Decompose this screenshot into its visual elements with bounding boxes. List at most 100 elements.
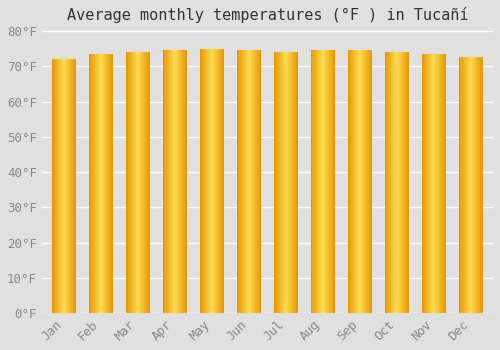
Bar — [68, 59, 69, 313]
Bar — [90, 54, 92, 313]
Bar — [140, 52, 141, 313]
Bar — [61, 59, 62, 313]
Bar — [316, 50, 318, 313]
Bar — [249, 50, 250, 313]
Bar — [163, 50, 164, 313]
Bar — [216, 49, 217, 313]
Bar — [67, 59, 68, 313]
Bar — [422, 54, 424, 313]
Bar — [426, 54, 428, 313]
Bar — [60, 59, 61, 313]
Bar — [258, 50, 260, 313]
Bar — [351, 50, 352, 313]
Bar — [104, 54, 105, 313]
Bar — [253, 50, 254, 313]
Bar — [438, 54, 440, 313]
Bar — [168, 50, 170, 313]
Bar — [441, 54, 442, 313]
Bar — [290, 52, 292, 313]
Bar — [71, 59, 72, 313]
Bar — [478, 57, 479, 313]
Bar — [58, 59, 59, 313]
Bar — [398, 52, 400, 313]
Bar — [289, 52, 290, 313]
Bar — [56, 59, 57, 313]
Bar — [101, 54, 102, 313]
Bar — [112, 54, 113, 313]
Bar — [460, 57, 461, 313]
Bar — [167, 50, 168, 313]
Bar — [404, 52, 405, 313]
Bar — [370, 50, 371, 313]
Bar — [147, 52, 148, 313]
Bar — [65, 59, 66, 313]
Bar — [131, 52, 132, 313]
Bar — [89, 54, 90, 313]
Bar — [245, 50, 246, 313]
Bar — [285, 52, 286, 313]
Bar — [136, 52, 137, 313]
Bar — [311, 50, 312, 313]
Bar — [211, 49, 212, 313]
Bar — [210, 49, 211, 313]
Bar — [106, 54, 108, 313]
Bar — [282, 52, 284, 313]
Bar — [214, 49, 215, 313]
Bar — [284, 52, 285, 313]
Bar — [241, 50, 242, 313]
Bar — [53, 59, 54, 313]
Bar — [213, 49, 214, 313]
Bar — [429, 54, 430, 313]
Bar — [179, 50, 180, 313]
Bar — [468, 57, 469, 313]
Bar — [368, 50, 370, 313]
Bar — [63, 59, 64, 313]
Title: Average monthly temperatures (°F ) in Tucañí: Average monthly temperatures (°F ) in Tu… — [66, 7, 468, 23]
Bar — [200, 49, 202, 313]
Bar — [100, 54, 101, 313]
Bar — [240, 50, 241, 313]
Bar — [461, 57, 462, 313]
Bar — [318, 50, 319, 313]
Bar — [172, 50, 174, 313]
Bar — [354, 50, 355, 313]
Bar — [364, 50, 366, 313]
Bar — [142, 52, 143, 313]
Bar — [146, 52, 147, 313]
Bar — [390, 52, 392, 313]
Bar — [149, 52, 150, 313]
Bar — [297, 52, 298, 313]
Bar — [358, 50, 359, 313]
Bar — [401, 52, 402, 313]
Bar — [355, 50, 356, 313]
Bar — [400, 52, 401, 313]
Bar — [294, 52, 296, 313]
Bar — [73, 59, 74, 313]
Bar — [130, 52, 131, 313]
Bar — [184, 50, 186, 313]
Bar — [254, 50, 256, 313]
Bar — [278, 52, 280, 313]
Bar — [75, 59, 76, 313]
Bar — [424, 54, 425, 313]
Bar — [472, 57, 474, 313]
Bar — [164, 50, 166, 313]
Bar — [436, 54, 437, 313]
Bar — [352, 50, 354, 313]
Bar — [145, 52, 146, 313]
Bar — [467, 57, 468, 313]
Bar — [363, 50, 364, 313]
Bar — [332, 50, 334, 313]
Bar — [315, 50, 316, 313]
Bar — [257, 50, 258, 313]
Bar — [396, 52, 397, 313]
Bar — [202, 49, 203, 313]
Bar — [320, 50, 322, 313]
Bar — [139, 52, 140, 313]
Bar — [55, 59, 56, 313]
Bar — [476, 57, 478, 313]
Bar — [52, 59, 53, 313]
Bar — [141, 52, 142, 313]
Bar — [128, 52, 129, 313]
Bar — [175, 50, 176, 313]
